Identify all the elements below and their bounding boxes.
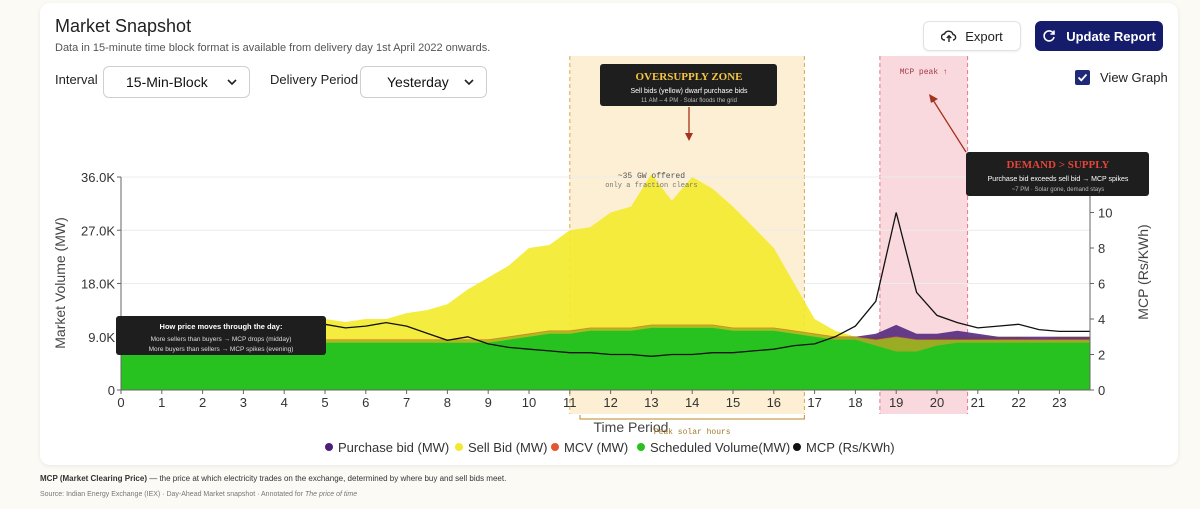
page-title: Market Snapshot xyxy=(55,16,192,36)
peak-solar-bracket xyxy=(579,415,805,420)
oversupply-line1: Sell bids (yellow) dwarf purchase bids xyxy=(630,88,748,95)
demand-line2: ~7 PM · Solar gone, demand stays xyxy=(1012,187,1105,193)
x-tick-label: 7 xyxy=(403,395,410,410)
y-tick-label: 36.0K xyxy=(81,170,115,185)
refresh-icon xyxy=(1043,30,1056,42)
mcp-peak-label: MCP peak ↑ xyxy=(900,68,948,77)
demand-title: DEMAND > SUPPLY xyxy=(1006,159,1109,171)
x-tick-label: 23 xyxy=(1052,395,1066,410)
export-button-label: Export xyxy=(965,28,1003,44)
interval-label: Interval xyxy=(55,72,98,87)
x-tick-label: 8 xyxy=(444,395,451,410)
x-tick-label: 12 xyxy=(603,395,617,410)
oversupply-arrow-head xyxy=(685,133,693,141)
mcp-legend-label: MCP (Rs/KWh) xyxy=(806,440,895,455)
y-right-tick-label: 0 xyxy=(1098,383,1105,398)
x-tick-label: 14 xyxy=(685,395,699,410)
y-tick-label: 18.0K xyxy=(81,277,115,292)
peak-solar-label: Peak solar hours xyxy=(654,428,731,437)
oversupply-title: OVERSUPPLY ZONE xyxy=(635,71,742,83)
source-prefix: Source: Indian Energy Exchange (IEX) · D… xyxy=(40,491,305,498)
x-tick-label: 4 xyxy=(281,395,288,410)
demand-arrow-head xyxy=(929,94,938,103)
purchase-legend-label: Purchase bid (MW) xyxy=(338,440,449,455)
y-axis-title: Market Volume (MW) xyxy=(52,217,68,348)
mcp-legend-swatch xyxy=(793,443,801,451)
price-info-line2: More buyers than sellers → MCP spikes (e… xyxy=(149,346,294,353)
sell-bid-area xyxy=(121,174,1090,390)
sell-legend-swatch xyxy=(455,443,463,451)
mcp-definition-text: — the price at which electricity trades … xyxy=(147,474,507,483)
update-report-button-label: Update Report xyxy=(1066,28,1156,44)
x-tick-label: 11 xyxy=(563,395,577,410)
x-tick-label: 21 xyxy=(971,395,985,410)
chevron-down-icon xyxy=(227,79,237,86)
x-tick-label: 0 xyxy=(117,395,124,410)
x-tick-label: 13 xyxy=(644,395,658,410)
mcp-term: MCP (Market Clearing Price) xyxy=(40,474,147,483)
price-info-title: How price moves through the day: xyxy=(160,322,283,331)
purchase-legend-swatch xyxy=(325,443,333,451)
demand-line1: Purchase bid exceeds sell bid → MCP spik… xyxy=(988,176,1129,183)
y-tick-label: 0 xyxy=(108,383,115,398)
x-tick-label: 9 xyxy=(485,395,492,410)
delivery-period-select[interactable]: Yesterday xyxy=(360,66,487,98)
x-tick-label: 17 xyxy=(807,395,821,410)
mcp-definition: MCP (Market Clearing Price) — the price … xyxy=(40,474,506,483)
offered-note-line1: ~35 GW offered xyxy=(618,172,685,181)
x-tick-label: 6 xyxy=(362,395,369,410)
interval-select-value: 15-Min-Block xyxy=(126,74,208,90)
demand-arrow-line xyxy=(932,99,967,153)
y-right-tick-label: 2 xyxy=(1098,348,1105,363)
view-graph-checkbox[interactable] xyxy=(1075,70,1090,85)
demand-callout-box xyxy=(966,152,1149,196)
chevron-down-icon xyxy=(464,79,474,86)
y-tick-label: 27.0K xyxy=(81,223,115,238)
y-right-tick-label: 4 xyxy=(1098,312,1105,327)
view-graph-label: View Graph xyxy=(1100,70,1168,85)
page-subtitle: Data in 15-minute time block format is a… xyxy=(55,42,491,54)
checkmark-icon xyxy=(1077,73,1088,82)
price-info-line1: More sellers than buyers → MCP drops (mi… xyxy=(151,336,292,343)
x-tick-label: 15 xyxy=(726,395,740,410)
export-button[interactable]: Export xyxy=(923,21,1021,51)
x-tick-label: 1 xyxy=(158,395,165,410)
source-note: Source: Indian Energy Exchange (IEX) · D… xyxy=(40,491,357,498)
cloud-upload-icon xyxy=(941,30,957,42)
x-tick-label: 20 xyxy=(930,395,944,410)
y-right-tick-label: 10 xyxy=(1098,206,1112,221)
interval-select[interactable]: 15-Min-Block xyxy=(103,66,250,98)
oversupply-line2: 11 AM – 4 PM · Solar floods the grid xyxy=(641,98,737,104)
y-tick-label: 9.0K xyxy=(88,330,115,345)
x-tick-label: 10 xyxy=(522,395,536,410)
x-tick-label: 3 xyxy=(240,395,247,410)
x-tick-label: 5 xyxy=(321,395,328,410)
x-tick-label: 19 xyxy=(889,395,903,410)
y-right-tick-label: 6 xyxy=(1098,277,1105,292)
scheduled-legend-label: Scheduled Volume(MW) xyxy=(650,440,790,455)
sell-legend-label: Sell Bid (MW) xyxy=(468,440,547,455)
scheduled-volume-area xyxy=(121,327,1090,390)
mcv-legend-label: MCV (MW) xyxy=(564,440,628,455)
delivery-period-select-value: Yesterday xyxy=(387,74,449,90)
scheduled-legend-swatch xyxy=(637,443,645,451)
x-tick-label: 2 xyxy=(199,395,206,410)
mcv-legend-swatch xyxy=(551,443,559,451)
update-report-button[interactable]: Update Report xyxy=(1035,21,1163,51)
price-info-box xyxy=(116,316,326,355)
x-axis-title: Time Period xyxy=(594,419,669,435)
x-tick-label: 18 xyxy=(848,395,862,410)
y-axis-right-title: MCP (Rs/KWh) xyxy=(1135,224,1151,319)
oversupply-callout-box xyxy=(600,64,777,106)
x-tick-label: 16 xyxy=(767,395,781,410)
y-right-tick-label: 8 xyxy=(1098,241,1105,256)
x-tick-label: 22 xyxy=(1011,395,1025,410)
delivery-period-label: Delivery Period xyxy=(270,72,359,87)
source-title: The price of time xyxy=(304,491,358,498)
offered-note-line2: only a fraction clears xyxy=(605,182,697,190)
